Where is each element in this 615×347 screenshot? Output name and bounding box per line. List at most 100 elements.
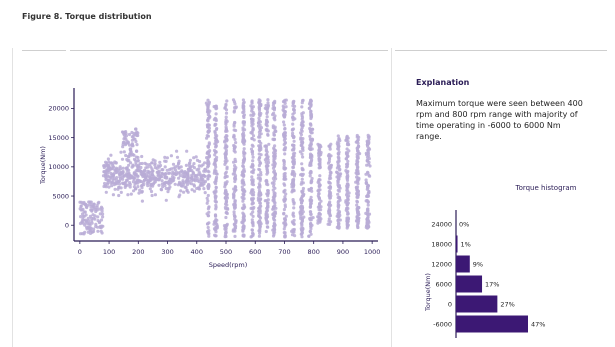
histogram-category-label: 12000	[431, 261, 452, 269]
scatter-point	[309, 232, 313, 236]
scatter-point	[129, 192, 133, 196]
x-tick-label: 300	[161, 248, 173, 256]
scatter-point	[82, 202, 87, 206]
scatter-point	[168, 171, 172, 175]
scatter-point	[291, 181, 296, 185]
scatter-point	[190, 173, 194, 177]
scatter-point	[184, 179, 188, 183]
scatter-point	[124, 134, 129, 138]
scatter-point	[207, 205, 211, 209]
scatter-point	[233, 171, 237, 175]
scatter-point	[109, 167, 113, 171]
scatter-point	[135, 149, 139, 153]
scatter-point	[206, 193, 210, 198]
scatter-point	[138, 188, 142, 192]
scatter-point	[300, 206, 305, 210]
scatter-point	[272, 111, 276, 115]
scatter-point	[337, 225, 341, 229]
scatter-point	[208, 149, 212, 153]
scatter-point	[250, 162, 255, 166]
scatter-point	[214, 150, 218, 154]
scatter-point	[250, 99, 254, 103]
scatter-point	[309, 113, 313, 117]
scatter-point	[184, 186, 188, 190]
scatter-point	[283, 127, 287, 131]
scatter-point	[258, 156, 262, 160]
scatter-point	[300, 152, 304, 156]
scatter-point	[309, 212, 313, 216]
scatter-point	[205, 134, 209, 138]
scatter-point	[264, 145, 269, 149]
scatter-point	[134, 180, 138, 184]
scatter-point	[318, 174, 322, 178]
scatter-point	[300, 112, 304, 116]
x-tick-label: 500	[220, 248, 232, 256]
scatter-point	[300, 139, 304, 143]
scatter-point	[89, 200, 93, 204]
scatter-point	[147, 163, 151, 167]
scatter-point	[146, 165, 150, 169]
histogram-category-label: 0	[448, 301, 452, 309]
scatter-point	[213, 163, 217, 167]
scatter-point	[206, 119, 210, 123]
scatter-point	[310, 189, 314, 193]
scatter-point	[157, 165, 161, 169]
scatter-point	[266, 101, 270, 105]
scatter-point	[264, 229, 268, 234]
scatter-point	[271, 166, 276, 170]
divider	[395, 50, 607, 51]
scatter-point	[298, 210, 302, 215]
scatter-point	[206, 199, 210, 203]
scatter-point	[283, 223, 287, 227]
scatter-point	[232, 124, 236, 128]
scatter-point	[338, 198, 342, 202]
scatter-point	[197, 187, 201, 191]
scatter-point	[208, 109, 212, 113]
scatter-point	[92, 227, 96, 231]
scatter-point	[310, 158, 314, 162]
scatter-point	[159, 174, 163, 179]
scatter-point	[251, 214, 255, 218]
scatter-point	[214, 175, 219, 179]
scatter-point	[346, 142, 350, 146]
scatter-point	[205, 161, 209, 165]
scatter-point	[103, 184, 107, 188]
scatter-point	[256, 173, 261, 177]
scatter-point	[300, 231, 304, 235]
scatter-point	[290, 229, 294, 233]
scatter-point	[107, 164, 111, 168]
scatter-point	[328, 147, 332, 151]
scatter-point	[225, 203, 229, 207]
x-axis-label: Speed(rpm)	[209, 261, 248, 269]
scatter-point	[199, 174, 203, 178]
scatter-point	[137, 191, 141, 195]
scatter-point	[264, 210, 268, 214]
scatter-point	[78, 200, 82, 204]
scatter-point	[258, 201, 262, 205]
scatter-point	[356, 213, 360, 217]
x-tick-label: 200	[132, 248, 144, 256]
scatter-point	[148, 187, 152, 191]
scatter-point	[301, 98, 305, 102]
scatter-point	[241, 103, 245, 107]
scatter-point	[224, 128, 228, 132]
scatter-point	[173, 182, 177, 186]
y-tick-label: 5000	[52, 192, 69, 200]
scatter-point	[300, 194, 304, 198]
scatter-point	[336, 184, 341, 188]
scatter-point	[122, 173, 126, 177]
scatter-point	[345, 206, 349, 210]
scatter-point	[355, 185, 360, 189]
scatter-point	[264, 118, 269, 122]
scatter-point	[197, 180, 201, 184]
scatter-point	[165, 168, 169, 172]
scatter-point	[205, 196, 209, 200]
scatter-point	[336, 155, 340, 159]
scatter-point	[345, 137, 349, 141]
scatter-point	[163, 159, 167, 163]
scatter-point	[366, 152, 370, 156]
scatter-point	[336, 208, 340, 212]
scatter-point	[131, 163, 135, 167]
scatter-point	[282, 123, 286, 127]
scatter-point	[328, 170, 332, 175]
